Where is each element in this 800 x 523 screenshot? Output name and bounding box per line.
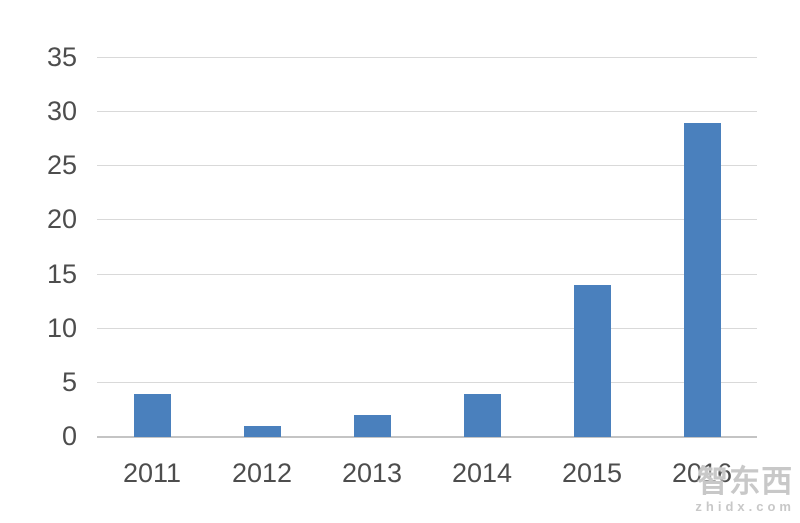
y-tick-label-15: 15	[46, 258, 77, 289]
bar-2015	[573, 285, 611, 437]
gridline-30	[97, 111, 757, 113]
bar-2012	[243, 426, 281, 437]
zhidx-url: zhidx.com	[695, 499, 795, 515]
bar-2011	[133, 393, 171, 437]
y-tick-label-35: 35	[46, 42, 77, 72]
zhidx-logo: 智东西	[697, 464, 794, 500]
gridline-15	[97, 273, 757, 275]
gridline-25	[97, 165, 757, 167]
x-tick-label-2015: 2015	[561, 458, 623, 488]
gridline-10	[97, 327, 757, 329]
gridline-0	[97, 436, 757, 438]
plot-area	[97, 57, 757, 438]
gridline-20	[97, 219, 757, 221]
y-tick-label-0: 0	[61, 421, 77, 451]
x-tick-label-2011: 2011	[122, 458, 182, 488]
bar-2014	[463, 393, 501, 437]
gridline-5	[97, 381, 757, 383]
watermark: 智东西 zhidx.com	[695, 465, 795, 515]
x-tick-label-2012: 2012	[231, 458, 293, 488]
bar-2013	[353, 415, 391, 437]
gridline-35	[97, 57, 757, 58]
y-tick-label-10: 10	[46, 312, 77, 343]
bar-2016	[683, 122, 721, 437]
y-tick-label-30: 30	[46, 96, 77, 127]
y-tick-label-20: 20	[46, 204, 77, 235]
y-tick-label-5: 5	[61, 366, 77, 397]
y-tick-label-25: 25	[46, 150, 77, 181]
x-tick-label-2016: 2016	[671, 458, 733, 488]
x-tick-label-2013: 2013	[341, 458, 403, 488]
x-tick-label-2014: 2014	[451, 458, 513, 488]
